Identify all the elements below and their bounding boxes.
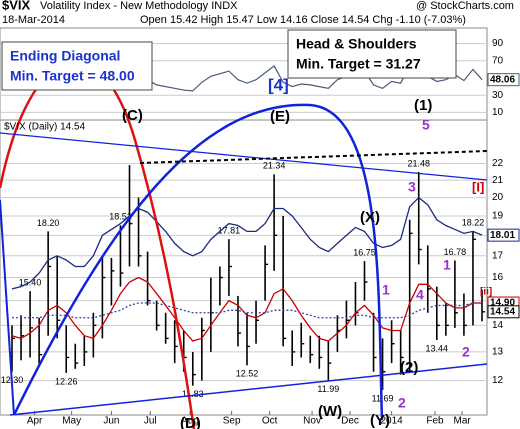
y-tick-label: 22 <box>492 158 504 169</box>
note-text: Min. Target = 31.27 <box>296 56 421 72</box>
note-title: Head & Shoulders <box>296 36 417 52</box>
moving-average <box>11 196 483 290</box>
legend: $VIX (Daily) 14.54 <box>4 122 86 133</box>
y-tick-label: 13 <box>492 347 504 358</box>
blue-arc <box>12 103 384 421</box>
value-label: 14.54 <box>490 306 515 317</box>
trend-line <box>9 363 488 416</box>
low-label: 11.83 <box>182 389 204 399</box>
plot-layer: 12.3015.4018.2012.2618.5111.8317.8112.52… <box>0 43 487 427</box>
quote: Open 15.42 High 15.47 Low 14.16 Close 14… <box>140 14 466 26</box>
wave-label: (X) <box>360 209 380 226</box>
wave-label: (E) <box>270 108 290 125</box>
y-tick-label: 21 <box>492 175 504 186</box>
high-label: 18.20 <box>37 218 60 228</box>
low-label: 11.99 <box>317 384 339 394</box>
wave-label: 3 <box>408 179 416 195</box>
note-title: Ending Diagonal <box>10 48 120 64</box>
value-box <box>487 228 520 242</box>
high-label: 21.48 <box>407 158 430 168</box>
date: 18-Mar-2014 <box>2 14 65 26</box>
x-tick-label: Jul <box>144 416 157 427</box>
wave-label: 1 <box>382 282 390 298</box>
wave-label: [I] <box>472 179 484 194</box>
x-tick-label: Apr <box>27 416 43 427</box>
moving-average <box>11 276 482 342</box>
y-tick-label: 20 <box>492 192 504 203</box>
low-label: 13.44 <box>426 343 449 353</box>
x-tick-label: Jun <box>103 416 119 427</box>
y-tick-label: 10 <box>492 107 504 118</box>
x-tick-label: 2014 <box>380 416 403 427</box>
x-tick-label: Aug <box>181 416 199 427</box>
low-label: 12.52 <box>236 369 259 379</box>
wave-label: 2 <box>462 344 470 360</box>
wave-label: 4 <box>416 287 424 303</box>
subtitle: Volatility Index - New Methodology INDX <box>40 0 238 12</box>
wave-label: (W) <box>318 403 342 420</box>
trend-line <box>0 199 15 416</box>
y-tick-label: 90 <box>492 38 504 49</box>
high-label: 21.34 <box>263 161 286 171</box>
wave-label: (2) <box>400 359 418 376</box>
wave-label: [ii] <box>480 287 492 298</box>
wave-label: 2 <box>398 395 406 411</box>
y-tick-label: 30 <box>492 90 504 101</box>
wave-label: (1) <box>414 97 432 114</box>
note-text: Min. Target = 48.00 <box>10 68 135 84</box>
wave-label: 5 <box>422 117 430 133</box>
symbol: $VIX <box>2 0 31 12</box>
high-label: 18.51 <box>109 212 132 222</box>
x-tick-label: May <box>62 416 81 427</box>
x-tick-label: Feb <box>426 416 444 427</box>
value-label: 48.06 <box>490 74 515 85</box>
note-box <box>287 29 457 79</box>
y-tick-label: 16 <box>492 272 504 283</box>
x-tick-label: Mar <box>453 416 471 427</box>
high-label: 16.75 <box>353 247 376 257</box>
y-tick-label: 12 <box>492 375 504 386</box>
wave-label: (D) <box>180 415 201 429</box>
high-label: 16.78 <box>444 247 467 257</box>
y-tick-label: 19 <box>492 211 504 222</box>
trend-line <box>0 132 488 181</box>
y-tick-label: 70 <box>492 55 504 66</box>
wave-label: (C) <box>122 107 143 124</box>
price-panel <box>0 119 488 416</box>
y-tick-label: 14 <box>492 320 504 331</box>
x-tick-label: Sep <box>223 416 241 427</box>
y-tick-label: 17 <box>492 250 504 261</box>
high-label: 18.22 <box>462 217 485 227</box>
x-tick-label: Oct <box>262 416 278 427</box>
value-label: 14.90 <box>490 298 515 309</box>
source: @ StockCharts.com <box>416 0 514 12</box>
wave-label: (Y) <box>370 412 390 429</box>
high-label: 17.81 <box>218 226 241 236</box>
value-box <box>487 305 520 319</box>
low-label: 12.26 <box>55 376 78 386</box>
neckline <box>139 150 488 164</box>
note-box <box>1 41 153 91</box>
x-tick-label: Nov <box>303 416 321 427</box>
moving-average <box>12 302 482 319</box>
x-tick-label: Dec <box>341 416 359 427</box>
value-label: 18.01 <box>490 230 515 241</box>
value-box <box>487 73 520 87</box>
wave-label: 1 <box>443 257 451 273</box>
wave-label: [4] <box>268 75 289 94</box>
